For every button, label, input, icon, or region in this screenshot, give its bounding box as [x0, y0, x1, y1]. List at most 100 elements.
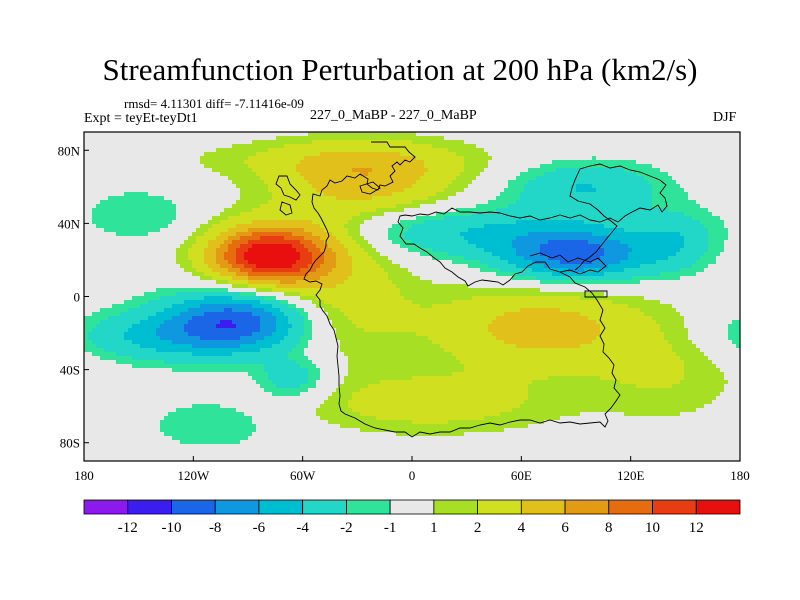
- field-cell: [640, 160, 645, 165]
- field-cell: [132, 224, 137, 229]
- field-cell: [252, 220, 257, 225]
- field-cell: [616, 200, 621, 205]
- field-cell: [424, 212, 429, 217]
- field-cell: [256, 252, 261, 257]
- field-cell: [672, 144, 677, 149]
- field-cell: [476, 180, 481, 185]
- field-cell: [536, 224, 541, 229]
- field-cell: [592, 224, 597, 229]
- field-cell: [668, 144, 673, 149]
- field-cell: [152, 168, 157, 173]
- field-cell: [716, 176, 721, 181]
- field-cell: [100, 164, 105, 169]
- field-cell: [288, 220, 293, 225]
- field-cell: [664, 224, 669, 229]
- field-cell: [544, 240, 549, 245]
- field-cell: [316, 232, 321, 237]
- field-cell: [472, 248, 477, 253]
- field-cell: [200, 228, 205, 233]
- field-cell: [120, 216, 125, 221]
- field-cell: [316, 164, 321, 169]
- field-cell: [656, 248, 661, 253]
- field-cell: [484, 232, 489, 237]
- field-cell: [344, 192, 349, 197]
- field-cell: [568, 240, 573, 245]
- field-cell: [432, 172, 437, 177]
- field-cell: [368, 224, 373, 229]
- field-cell: [380, 132, 385, 137]
- field-cell: [412, 152, 417, 157]
- field-cell: [684, 188, 689, 193]
- field-cell: [440, 160, 445, 165]
- field-cell: [272, 240, 277, 245]
- field-cell: [132, 232, 137, 237]
- field-cell: [116, 136, 121, 141]
- field-cell: [208, 252, 213, 257]
- field-cell: [396, 188, 401, 193]
- field-cell: [196, 252, 201, 257]
- field-cell: [100, 140, 105, 145]
- field-cell: [104, 152, 109, 157]
- field-cell: [672, 240, 677, 245]
- field-cell: [544, 156, 549, 161]
- field-cell: [700, 188, 705, 193]
- field-cell: [616, 248, 621, 253]
- field-cell: [264, 232, 269, 237]
- field-cell: [408, 248, 413, 253]
- field-cell: [220, 152, 225, 157]
- field-cell: [696, 236, 701, 241]
- field-cell: [144, 216, 149, 221]
- field-cell: [136, 208, 141, 213]
- field-cell: [92, 244, 97, 249]
- field-cell: [244, 180, 249, 185]
- field-cell: [88, 236, 93, 241]
- field-cell: [724, 220, 729, 225]
- field-cell: [676, 232, 681, 237]
- field-cell: [512, 196, 517, 201]
- field-cell: [596, 144, 601, 149]
- field-cell: [348, 224, 353, 229]
- field-cell: [360, 144, 365, 149]
- field-cell: [476, 136, 481, 141]
- field-cell: [580, 248, 585, 253]
- field-cell: [104, 164, 109, 169]
- field-cell: [724, 200, 729, 205]
- field-cell: [364, 252, 369, 257]
- field-cell: [684, 196, 689, 201]
- field-cell: [156, 204, 161, 209]
- field-cell: [204, 144, 209, 149]
- field-cell: [292, 200, 297, 205]
- field-cell: [436, 180, 441, 185]
- field-cell: [144, 240, 149, 245]
- field-cell: [572, 152, 577, 157]
- field-cell: [332, 240, 337, 245]
- field-cell: [416, 216, 421, 221]
- field-cell: [272, 160, 277, 165]
- field-cell: [688, 236, 693, 241]
- field-cell: [492, 184, 497, 189]
- field-cell: [492, 164, 497, 169]
- field-cell: [516, 180, 521, 185]
- field-cell: [520, 184, 525, 189]
- field-cell: [232, 152, 237, 157]
- field-cell: [92, 132, 97, 137]
- field-cell: [596, 176, 601, 181]
- field-cell: [388, 152, 393, 157]
- field-cell: [488, 236, 493, 241]
- field-cell: [732, 212, 737, 217]
- field-cell: [228, 156, 233, 161]
- field-cell: [376, 132, 381, 137]
- field-cell: [96, 164, 101, 169]
- field-cell: [472, 148, 477, 153]
- field-cell: [596, 228, 601, 233]
- field-cell: [728, 204, 733, 209]
- field-cell: [144, 160, 149, 165]
- field-cell: [236, 160, 241, 165]
- field-cell: [248, 252, 253, 257]
- field-cell: [492, 244, 497, 249]
- field-cell: [536, 148, 541, 153]
- field-cell: [580, 164, 585, 169]
- field-cell: [608, 172, 613, 177]
- field-cell: [116, 132, 121, 137]
- field-cell: [100, 156, 105, 161]
